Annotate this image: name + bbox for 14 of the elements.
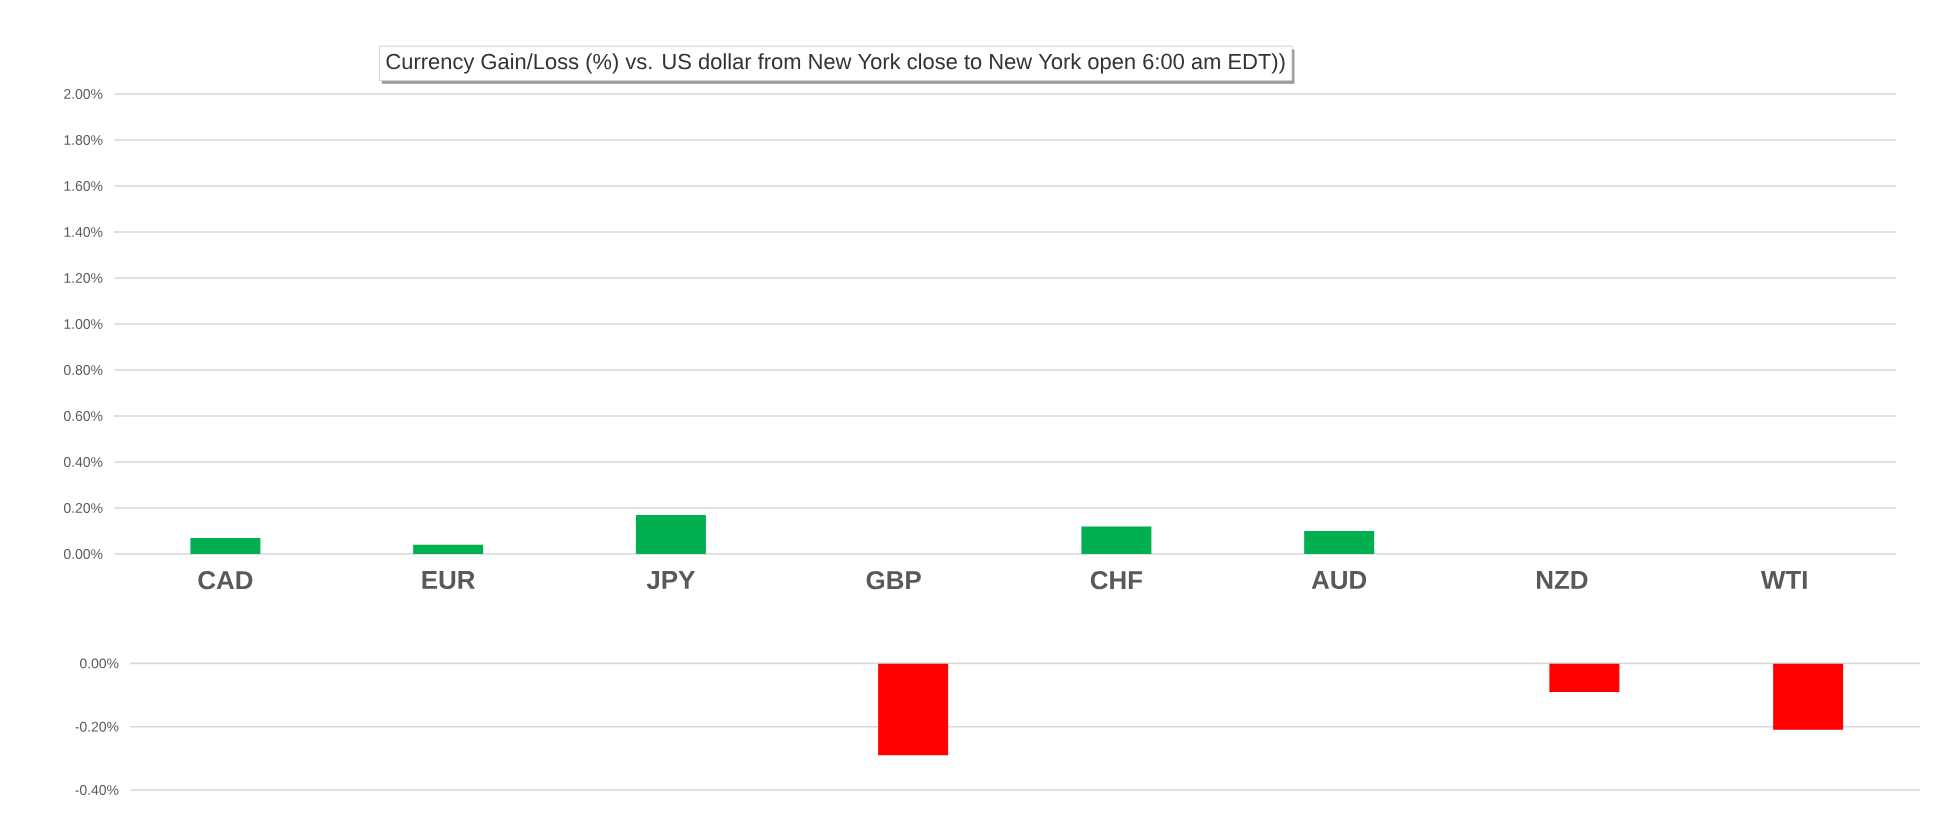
x-tick-label: GBP: [866, 571, 921, 590]
bar: [190, 537, 261, 554]
x-tick-label: EUR: [422, 571, 475, 590]
bar: [1304, 530, 1375, 554]
x-tick-label: WTI: [1760, 571, 1807, 589]
x-tick-label: CHF: [1090, 571, 1143, 590]
chart-title: Currency Gain/Loss (%) vs. US dollar from New York close to New York open 6:00 am EDT)): [386, 53, 1285, 74]
bar: [413, 544, 484, 554]
x-tick-label: AUD: [1311, 571, 1367, 590]
bar: [1081, 526, 1152, 554]
bar: [635, 514, 706, 554]
x-tick-label: NZD: [1537, 571, 1588, 589]
x-tick-label: CAD: [198, 571, 253, 590]
x-tick-label: JPY: [646, 571, 695, 590]
